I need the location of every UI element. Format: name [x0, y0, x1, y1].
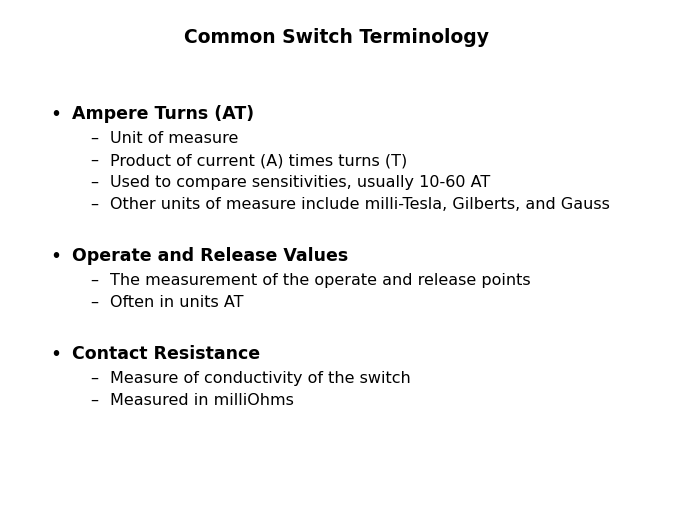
Text: –: –	[90, 131, 98, 146]
Text: Ampere Turns (AT): Ampere Turns (AT)	[72, 105, 254, 123]
Text: Often in units AT: Often in units AT	[110, 294, 243, 310]
Text: Unit of measure: Unit of measure	[110, 131, 239, 146]
Text: –: –	[90, 392, 98, 407]
Text: –: –	[90, 196, 98, 212]
Text: The measurement of the operate and release points: The measurement of the operate and relea…	[110, 273, 530, 287]
Text: –: –	[90, 153, 98, 168]
Text: –: –	[90, 294, 98, 310]
Text: Product of current (A) times turns (T): Product of current (A) times turns (T)	[110, 153, 407, 168]
Text: Measured in milliOhms: Measured in milliOhms	[110, 392, 294, 407]
Text: •: •	[50, 344, 61, 363]
Text: Operate and Release Values: Operate and Release Values	[72, 246, 348, 265]
Text: Contact Resistance: Contact Resistance	[72, 344, 260, 362]
Text: Used to compare sensitivities, usually 10-60 AT: Used to compare sensitivities, usually 1…	[110, 175, 490, 189]
Text: –: –	[90, 175, 98, 189]
Text: Other units of measure include milli-Tesla, Gilberts, and Gauss: Other units of measure include milli-Tes…	[110, 196, 610, 212]
Text: –: –	[90, 370, 98, 385]
Text: •: •	[50, 246, 61, 266]
Text: Measure of conductivity of the switch: Measure of conductivity of the switch	[110, 370, 410, 385]
Text: Common Switch Terminology: Common Switch Terminology	[185, 28, 489, 47]
Text: •: •	[50, 105, 61, 124]
Text: –: –	[90, 273, 98, 287]
